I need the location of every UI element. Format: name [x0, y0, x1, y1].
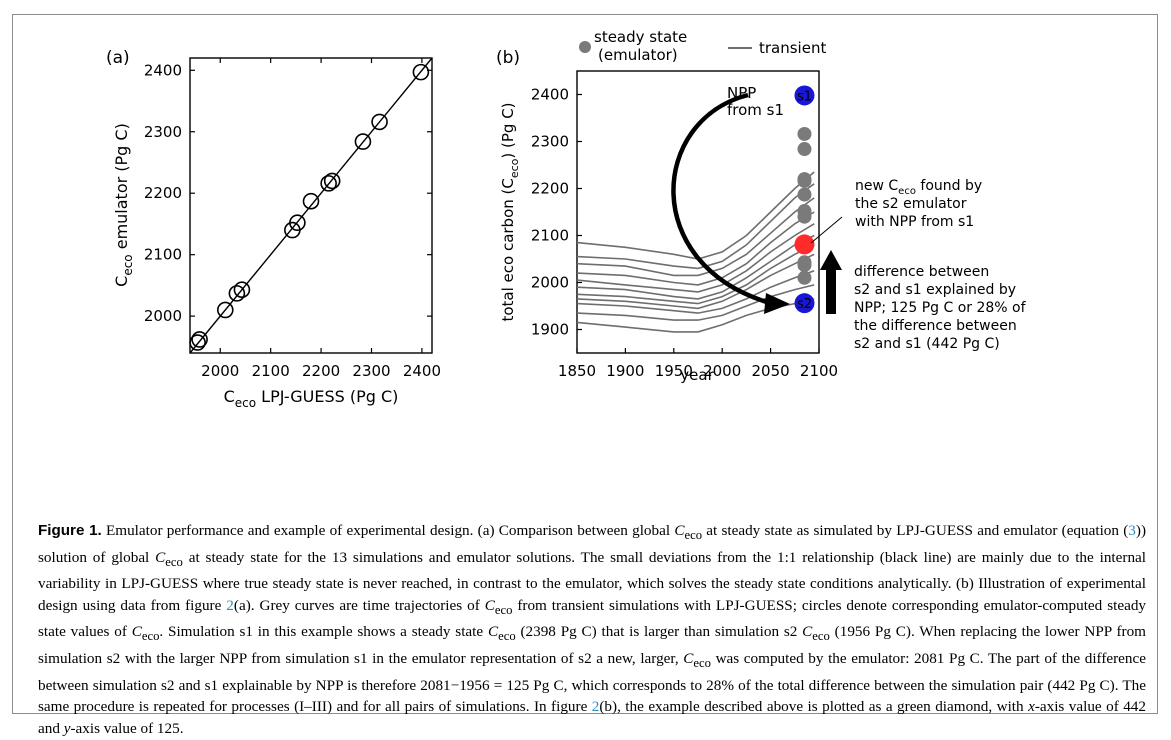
x-tick-label: 2300 [352, 362, 390, 380]
data-point [323, 172, 341, 190]
data-point [354, 133, 372, 150]
new-value-point [794, 234, 815, 255]
steady-state-point [797, 142, 812, 157]
x-tick-label: 2000 [703, 362, 741, 380]
caption-label: Figure 1. [38, 522, 102, 539]
x-tick-label: 1950 [655, 362, 693, 380]
transient-line [576, 197, 815, 277]
s2-label: s2 [797, 297, 812, 312]
x-tick-label: 1900 [606, 362, 644, 380]
data-point [302, 192, 320, 210]
y-tick-label: 2100 [531, 227, 569, 245]
x-tick-label: 2000 [201, 362, 239, 380]
panel-b-x-axis-label: year [680, 366, 714, 384]
callout-diff-line-4: the difference between [854, 318, 1017, 334]
data-point [189, 334, 206, 351]
y-tick-label: 2200 [144, 184, 182, 202]
transient-line [576, 253, 815, 310]
arrow-label-npp: NPP [727, 84, 756, 102]
transient-line [576, 284, 815, 321]
npp-curved-arrow [671, 92, 771, 306]
x-tick-label: 2400 [403, 362, 441, 380]
legend-steady-marker [579, 41, 591, 53]
transient-line [576, 183, 815, 270]
figure-2b-link[interactable]: 2 [591, 698, 600, 716]
transient-line [576, 211, 815, 286]
steady-state-point [797, 209, 812, 224]
x-tick-label: 2050 [752, 362, 790, 380]
panel-b-y-ticks: 1900 2000 2100 2200 2300 2400 [531, 86, 582, 339]
panel-a-label: (a) [106, 48, 130, 68]
x-tick-label: 2100 [252, 362, 290, 380]
s1-label: s1 [797, 89, 812, 104]
figure-frame [12, 14, 1158, 714]
y-tick-label: 2200 [531, 180, 569, 198]
y-tick-label: 2400 [531, 86, 569, 104]
panel-b-axes [576, 70, 820, 354]
legend-steady-sub-label: (emulator) [598, 46, 678, 64]
y-tick-label: 1900 [531, 321, 569, 339]
panel-a-points [189, 63, 430, 351]
steady-state-points [794, 85, 815, 314]
x-tick-label: 1850 [558, 362, 596, 380]
data-point [233, 281, 251, 298]
y-tick-label: 2300 [531, 133, 569, 151]
panel-a: (a) 2000 2100 2200 2300 2400 2000 2100 2200 230… [106, 48, 441, 410]
difference-arrow-shaft [826, 268, 836, 314]
callout-new-leader [810, 216, 843, 244]
panel-a-y-axis-label: Ceco emulator (Pg C) [112, 123, 135, 287]
x-tick-label: 2100 [800, 362, 838, 380]
y-tick-label: 2100 [144, 246, 182, 264]
panel-b-x-ticks: 1850 1900 1950 2000 2050 2100 [558, 348, 838, 380]
callout-diff-line-3: NPP; 125 Pg C or 28% of [854, 300, 1027, 316]
panel-b: (b) steady state (emulator) transient 18… [496, 28, 1027, 384]
y-tick-label: 2300 [144, 123, 182, 141]
callout-new-line-1: new Ceco found by [855, 178, 982, 197]
y-tick-label: 2000 [531, 274, 569, 292]
steady-state-point [797, 187, 812, 202]
arrow-label-from-s1: from s1 [727, 101, 784, 119]
data-point [216, 301, 234, 319]
transient-line [576, 223, 815, 293]
panel-a-x-axis-label: Ceco LPJ-GUESS (Pg C) [224, 387, 399, 410]
steady-state-point [797, 126, 812, 141]
transient-line [576, 234, 815, 300]
y-tick-label: 2000 [144, 307, 182, 325]
steady-state-point [797, 270, 812, 285]
figure-caption: Figure 1. Emulator performance and examp… [38, 522, 1147, 737]
transient-line [576, 244, 815, 305]
data-point [412, 63, 430, 81]
transient-line [576, 270, 815, 314]
panel-a-y-ticks: 2000 2100 2200 2300 2400 [144, 61, 432, 325]
callout-diff-line-2: s2 and s1 explained by [854, 282, 1016, 298]
difference-arrow-head [820, 250, 842, 270]
legend-steady-label: steady state [594, 28, 687, 46]
transient-line [576, 171, 815, 260]
panel-b-label: (b) [496, 48, 520, 68]
figure-1: (a) 2000 2100 2200 2300 2400 2000 2100 2200 230… [106, 28, 1027, 410]
steady-state-point [797, 258, 812, 273]
panel-a-axes [189, 57, 433, 354]
data-point [191, 331, 208, 348]
x-tick-label: 2200 [302, 362, 340, 380]
panel-a-x-ticks: 2000 2100 2200 2300 2400 [201, 58, 441, 380]
callout-diff-line-5: s2 and s1 (442 Pg C) [854, 336, 1000, 352]
data-point [371, 113, 388, 131]
callout-new-line-3: with NPP from s1 [855, 214, 974, 230]
steady-state-point [797, 173, 812, 188]
data-point [289, 214, 306, 232]
y-tick-label: 2400 [144, 61, 182, 79]
callout-new-line-2: the s2 emulator [855, 196, 967, 212]
npp-curved-arrowhead [764, 293, 790, 314]
one-to-one-line [189, 57, 433, 354]
figure-2a-link[interactable]: 2 [226, 596, 234, 614]
callout-diff-line-1: difference between [854, 264, 989, 280]
s1-point [794, 85, 815, 106]
equation-3-link[interactable]: 3 [1128, 522, 1136, 539]
panel-b-y-axis-label: total eco carbon (Ceco) (Pg C) [499, 102, 521, 321]
data-point [320, 175, 337, 192]
s2-point [794, 293, 815, 314]
legend-transient-label: transient [759, 39, 826, 57]
data-point [228, 285, 246, 302]
